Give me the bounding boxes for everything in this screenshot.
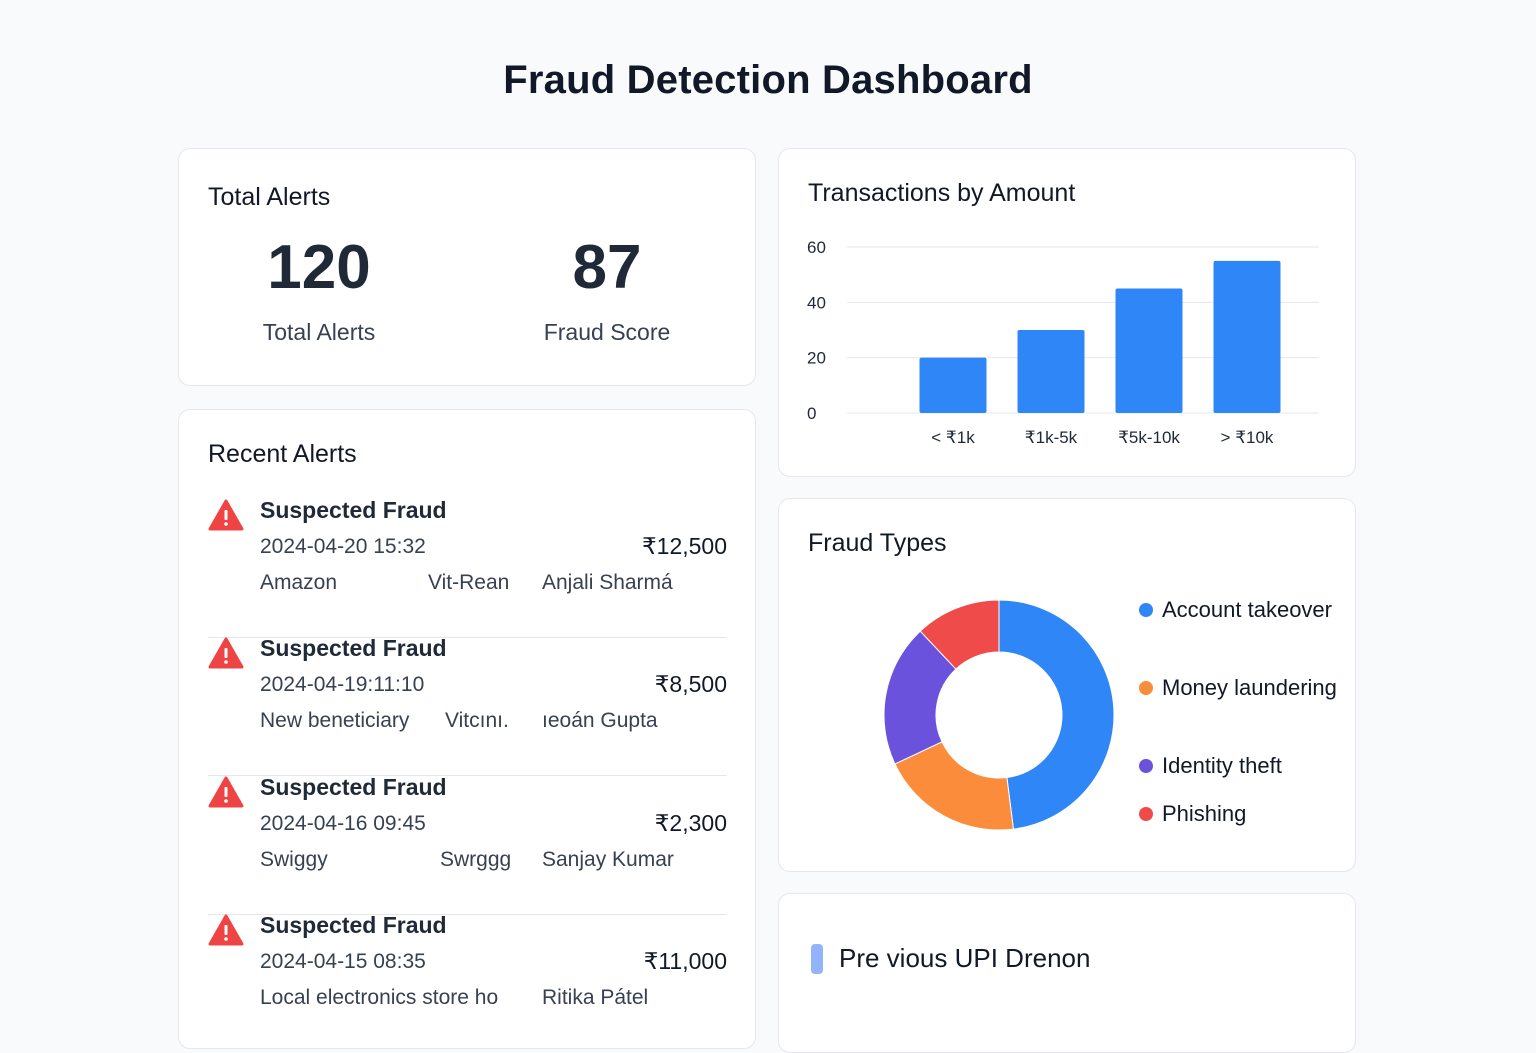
donut-slice[interactable]: [998, 599, 1115, 830]
fraud-types-donut-chart: [883, 599, 1115, 831]
alert-item[interactable]: Suspected Fraud 2024-04-19:11:10 ₹8,500 …: [208, 635, 727, 776]
alert-title: Suspected Fraud: [260, 497, 447, 523]
legend-label: Identity theft: [1162, 753, 1282, 778]
legend-label: Account takeover: [1162, 597, 1332, 622]
fraud-score-value: 87: [572, 233, 642, 302]
alert-merchant: Local electronics store ho: [260, 986, 499, 1009]
donut-slice[interactable]: [894, 741, 1014, 831]
bar[interactable]: [919, 357, 987, 413]
alert-title: Suspected Fraud: [260, 912, 447, 938]
bar[interactable]: [1213, 260, 1281, 413]
legend-label: Phishing: [1162, 801, 1247, 826]
alert-merchant: Amazon: [260, 571, 338, 594]
donut-slice[interactable]: [883, 630, 957, 765]
legend-label: Money laundering: [1162, 675, 1337, 700]
warning-icon: [208, 776, 244, 808]
warning-icon: [208, 637, 244, 669]
legend-item: Phishing: [1139, 799, 1339, 847]
alert-time: 2024-04-16 09:45: [260, 812, 426, 835]
alert-time: 2024-04-20 15:32: [260, 535, 426, 558]
alert-time: 2024-04-19:11:10: [260, 673, 425, 696]
alert-customer: Ritika Pátel: [542, 986, 649, 1009]
alert-amount: ₹11,000: [643, 948, 727, 974]
alert-item[interactable]: Suspected Fraud 2024-04-15 08:35 ₹11,000…: [208, 912, 727, 1053]
legend-dot: [1139, 759, 1153, 773]
alert-amount: ₹8,500: [654, 671, 727, 697]
transactions-card-title: Transactions by Amount: [808, 179, 1076, 207]
legend-dot: [1139, 603, 1153, 617]
total-alerts-card: Total Alerts 120 Total Alerts 87 Fraud S…: [178, 148, 756, 386]
y-tick-label: 60: [807, 238, 826, 257]
alert-title: Suspected Fraud: [260, 774, 447, 800]
y-tick-label: 20: [807, 349, 826, 368]
warning-icon: [208, 499, 244, 531]
alert-customer: Anjali Sharmá: [542, 571, 673, 594]
x-tick-label: ₹1k-5k: [1025, 428, 1078, 447]
transactions-card: 0 20 40 60 < ₹1k ₹1k-5k ₹5k-10k > ₹10k Transact…: [778, 148, 1356, 477]
previous-upi-title: Pre vious UPI Drenon: [839, 943, 1091, 973]
legend-item: Account takeover: [1139, 595, 1339, 673]
total-alerts-value: 120: [267, 233, 371, 302]
alert-item[interactable]: Suspected Fraud 2024-04-16 09:45 ₹2,300 …: [208, 774, 727, 915]
legend-item: Identity theft: [1139, 751, 1339, 799]
alert-customer: ıeoán Gupta: [542, 709, 658, 732]
recent-alerts-title: Recent Alerts: [208, 440, 357, 468]
fraud-score-label: Fraud Score: [543, 319, 671, 345]
y-tick-label: 0: [807, 404, 816, 423]
donut-slice[interactable]: [919, 599, 1000, 670]
total-alerts-label: Total Alerts: [262, 319, 376, 345]
recent-alerts-card: Recent Alerts Suspected Fraud 2024-04-20…: [178, 409, 756, 1049]
warning-icon: [208, 914, 244, 946]
alert-amount: ₹2,300: [654, 810, 727, 836]
section-marker: [811, 944, 823, 974]
page-title: Fraud Detection Dashboard: [503, 58, 1033, 102]
legend-item: Money laundering: [1139, 673, 1339, 751]
alert-customer: Sanjay Kumar: [542, 848, 674, 871]
alert-channel: Vitcını.: [445, 709, 509, 732]
alert-merchant: New beneticiary: [260, 709, 410, 732]
alert-amount: ₹12,500: [642, 533, 727, 559]
alert-time: 2024-04-15 08:35: [260, 950, 426, 973]
alert-title: Suspected Fraud: [260, 635, 447, 661]
previous-upi-card: Pre vious UPI Drenon: [778, 893, 1356, 1053]
x-tick-label: < ₹1k: [931, 428, 975, 447]
alert-channel: Vit-Rean: [428, 571, 510, 594]
bar[interactable]: [1115, 288, 1183, 414]
alert-channel: Swrggg: [440, 848, 512, 871]
fraud-score-metric: 87 Fraud Score: [487, 237, 727, 346]
total-alerts-card-title: Total Alerts: [208, 183, 331, 211]
bar[interactable]: [1017, 330, 1085, 413]
alert-merchant: Swiggy: [260, 848, 328, 871]
alert-item[interactable]: Suspected Fraud 2024-04-20 15:32 ₹12,500…: [208, 497, 727, 638]
fraud-types-title: Fraud Types: [808, 529, 947, 557]
y-tick-label: 40: [807, 293, 826, 312]
total-alerts-metric: 120 Total Alerts: [199, 237, 439, 346]
fraud-types-card: Fraud Types Account takeover Money laund…: [778, 498, 1356, 872]
x-tick-label: > ₹10k: [1221, 428, 1274, 447]
legend-dot: [1139, 681, 1153, 695]
x-tick-label: ₹5k-10k: [1118, 428, 1180, 447]
fraud-types-legend: Account takeover Money laundering Identi…: [1139, 595, 1339, 847]
legend-dot: [1139, 807, 1153, 821]
transactions-bar-chart: 0 20 40 60 < ₹1k ₹1k-5k ₹5k-10k > ₹10k: [807, 238, 1319, 447]
